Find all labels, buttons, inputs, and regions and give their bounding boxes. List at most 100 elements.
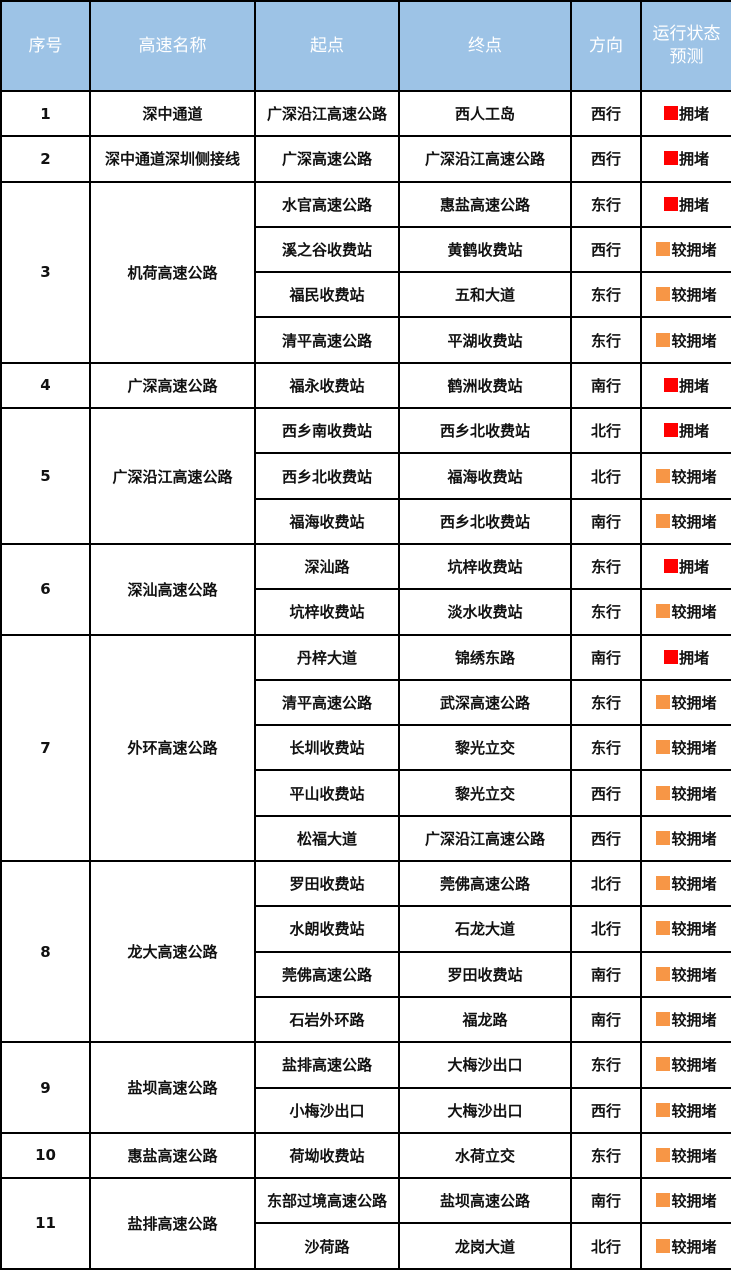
status-label: 拥堵 — [678, 648, 709, 667]
seq-cell: 8 — [0, 860, 91, 1044]
status-label: 较拥堵 — [671, 1146, 717, 1165]
status-cell: 较拥堵 — [640, 678, 731, 727]
status-color-square — [656, 876, 671, 891]
status-label: 较拥堵 — [671, 739, 717, 758]
end-cell: 西乡北收费站 — [398, 407, 572, 455]
direction-cell: 南行 — [570, 995, 642, 1044]
status-label: 较拥堵 — [671, 875, 717, 894]
header-status-line2: 预测 — [669, 47, 704, 67]
status-cell: 较拥堵 — [640, 271, 731, 319]
seq-cell: 9 — [0, 1041, 91, 1134]
highway-name-cell: 深中通道 — [89, 89, 256, 138]
end-cell: 盐坝高速公路 — [398, 1177, 572, 1225]
seq-cell: 10 — [0, 1131, 91, 1180]
status-color-square — [656, 740, 671, 755]
status-cell: 较拥堵 — [640, 769, 731, 817]
end-cell: 淡水收费站 — [398, 588, 572, 636]
table-row: 水朗收费站 石龙大道 北行 较拥堵 — [1, 905, 731, 953]
status-color-square — [656, 830, 671, 845]
highway-name-cell: 盐坝高速公路 — [89, 1041, 256, 1134]
highway-name-cell: 惠盐高速公路 — [89, 1131, 256, 1180]
table-row: 3 机荷高速公路 水官高速公路 惠盐高速公路 东行 拥堵 — [0, 180, 731, 364]
status-cell: 较拥堵 — [640, 1222, 731, 1270]
direction-cell: 南行 — [570, 1177, 642, 1225]
status-cell: 较拥堵 — [640, 1177, 731, 1225]
status-cell: 较拥堵 — [640, 225, 731, 274]
start-cell: 清平高速公路 — [254, 678, 400, 727]
table-row: 8 龙大高速公路 罗田收费站 莞佛高速公路 北行 较拥堵 — [0, 860, 731, 1044]
table-row: 沙荷路 龙岗大道 北行 较拥堵 — [1, 1222, 731, 1270]
status-label: 较拥堵 — [671, 920, 717, 939]
table-row: 清平高速公路 武深高速公路 东行 较拥堵 — [1, 678, 731, 727]
table-row: 5 广深沿江高速公路 西乡南收费站 西乡北收费站 北行 拥堵 — [0, 407, 731, 545]
status-color-square — [656, 1102, 671, 1117]
status-color-square — [663, 559, 678, 574]
status-cell: 较拥堵 — [640, 950, 731, 998]
status-label: 拥堵 — [678, 376, 709, 395]
start-cell: 深汕路 — [254, 542, 400, 591]
status-label: 拥堵 — [678, 150, 709, 169]
status-cell: 较拥堵 — [640, 995, 731, 1044]
header-end: 终点 — [398, 0, 572, 92]
end-cell: 黄鹤收费站 — [398, 225, 572, 274]
table-row: 长圳收费站 黎光立交 东行 较拥堵 — [1, 724, 731, 772]
status-label: 较拥堵 — [671, 241, 717, 260]
status-label: 较拥堵 — [671, 331, 717, 350]
end-cell: 莞佛高速公路 — [398, 860, 572, 908]
header-row: 序号 高速名称 起点 终点 方向 运行状态 预测 — [0, 0, 731, 92]
status-label: 较拥堵 — [671, 1101, 717, 1120]
end-cell: 锦绣东路 — [398, 633, 572, 681]
status-label: 较拥堵 — [671, 467, 717, 486]
end-cell: 广深沿江高速公路 — [398, 814, 572, 863]
status-color-square — [656, 468, 671, 483]
start-cell: 平山收费站 — [254, 769, 400, 817]
table-row: 2 深中通道深圳侧接线 广深高速公路 广深沿江高速公路 西行 拥堵 — [0, 135, 731, 183]
header-status: 运行状态 预测 — [640, 0, 731, 92]
table-row: 11 盐排高速公路 东部过境高速公路 盐坝高速公路 南行 较拥堵 — [0, 1177, 731, 1270]
seq-cell: 7 — [0, 633, 91, 863]
end-cell: 龙岗大道 — [398, 1222, 572, 1270]
seq-cell: 2 — [0, 135, 91, 183]
status-cell: 较拥堵 — [640, 1086, 731, 1134]
end-cell: 大梅沙出口 — [398, 1041, 572, 1089]
status-color-square — [656, 966, 671, 981]
end-cell: 石龙大道 — [398, 905, 572, 953]
status-cell: 拥堵 — [640, 407, 731, 455]
highway-name-cell: 龙大高速公路 — [89, 860, 256, 1044]
seq-cell: 4 — [0, 361, 91, 410]
direction-cell: 北行 — [570, 860, 642, 908]
status-label: 拥堵 — [678, 195, 709, 214]
start-cell: 水朗收费站 — [254, 905, 400, 953]
table-row: 石岩外环路 福龙路 南行 较拥堵 — [1, 995, 731, 1044]
direction-cell: 南行 — [570, 950, 642, 998]
start-cell: 福海收费站 — [254, 497, 400, 545]
direction-cell: 南行 — [570, 633, 642, 681]
table-row: 松福大道 广深沿江高速公路 西行 较拥堵 — [1, 814, 731, 863]
status-color-square — [656, 287, 671, 302]
table-row: 10 惠盐高速公路 荷坳收费站 水荷立交 东行 较拥堵 — [0, 1131, 731, 1180]
highway-name-cell: 盐排高速公路 — [89, 1177, 256, 1270]
status-label: 拥堵 — [678, 558, 709, 577]
end-cell: 水荷立交 — [398, 1131, 572, 1180]
status-cell: 拥堵 — [640, 89, 731, 138]
status-label: 较拥堵 — [671, 694, 717, 712]
end-cell: 鹤洲收费站 — [398, 361, 572, 410]
start-cell: 长圳收费站 — [254, 724, 400, 772]
end-cell: 坑梓收费站 — [398, 542, 572, 591]
status-label: 较拥堵 — [671, 1237, 717, 1256]
table-row: 西乡北收费站 福海收费站 北行 较拥堵 — [1, 452, 731, 500]
table-row: 9 盐坝高速公路 盐排高速公路 大梅沙出口 东行 较拥堵 — [0, 1041, 731, 1134]
end-cell: 福海收费站 — [398, 452, 572, 500]
start-cell: 西乡南收费站 — [254, 407, 400, 455]
end-cell: 罗田收费站 — [398, 950, 572, 998]
start-cell: 荷坳收费站 — [254, 1131, 400, 1180]
start-cell: 石岩外环路 — [254, 995, 400, 1044]
start-cell: 水官高速公路 — [254, 180, 400, 228]
table-row: 溪之谷收费站 黄鹤收费站 西行 较拥堵 — [1, 225, 731, 274]
end-cell: 黎光立交 — [398, 769, 572, 817]
status-color-square — [656, 332, 671, 347]
status-cell: 较拥堵 — [640, 316, 731, 364]
start-cell: 溪之谷收费站 — [254, 225, 400, 274]
start-cell: 松福大道 — [254, 814, 400, 863]
status-color-square — [656, 1057, 671, 1072]
